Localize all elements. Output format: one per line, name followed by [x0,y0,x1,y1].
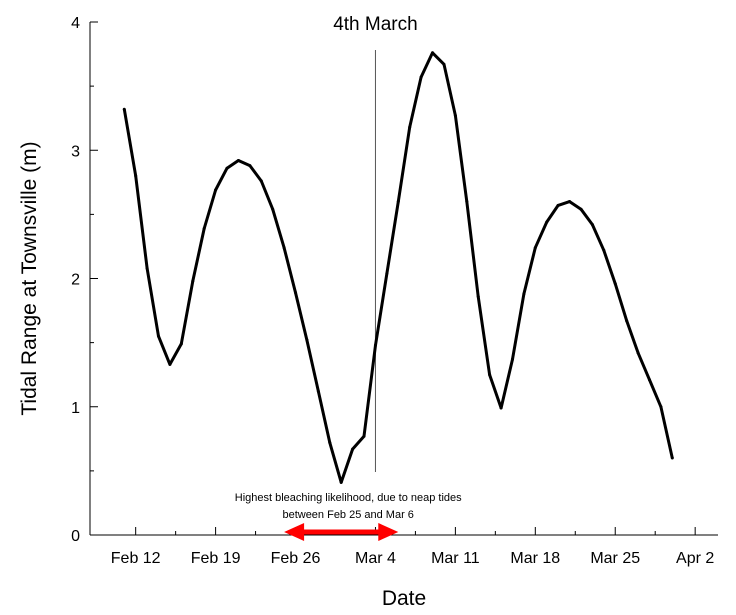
data-point [316,389,320,393]
data-point [351,447,355,451]
x-axis-label: Date [382,587,426,610]
data-point [134,174,138,178]
x-tick-label: Apr 2 [676,550,714,567]
data-point [453,114,457,118]
x-tick-label: Feb 26 [271,550,321,567]
bleaching-range-arrow [284,523,399,541]
data-point [659,405,663,409]
y-tick-label: 3 [71,143,80,160]
data-point [488,373,492,377]
data-point [373,343,377,347]
data-point [305,338,309,342]
data-point [419,75,423,79]
data-point [179,342,183,346]
data-point [647,378,651,382]
data-point [328,441,332,445]
data-point [613,282,617,286]
data-point [294,291,298,295]
y-tick-label: 1 [71,400,80,417]
data-point [362,434,366,438]
bleaching-note-line2: between Feb 25 and Mar 6 [282,509,413,521]
data-point [282,246,286,250]
y-axis-label: Tidal Range at Townsville (m) [18,141,41,415]
series-points [122,51,674,484]
data-point [590,223,594,227]
x-axis-ticks: Feb 12 Feb 19 Feb 26 Mar 4 Mar 11 Mar 18 Mar 2… [111,527,714,567]
march-4-marker-label: 4th March [333,14,417,35]
data-point [602,248,606,252]
data-point [465,200,469,204]
data-point [510,357,514,361]
data-point [408,125,412,129]
data-point [545,220,549,224]
data-point [385,271,389,275]
data-point [271,207,275,211]
data-point [579,207,583,211]
data-point [145,266,149,270]
data-point [259,179,263,183]
axes [89,22,718,536]
data-point [556,203,560,207]
data-point [396,200,400,204]
data-point [248,164,252,168]
arrow-head-left [284,523,305,541]
y-tick-label: 4 [71,15,80,32]
data-point [157,334,161,338]
data-point [636,351,640,355]
data-point [568,200,572,204]
data-point [339,480,343,484]
data-point [522,292,526,296]
x-tick-label: Mar 11 [431,550,480,567]
data-point [476,294,480,298]
y-tick-label: 2 [71,272,80,289]
data-point [670,456,674,460]
y-axis-ticks: 0 1 2 3 4 [71,15,98,545]
x-tick-label: Feb 12 [111,550,161,567]
arrow-head-right [378,523,399,541]
data-point [122,107,126,111]
x-tick-label: Mar 25 [590,550,640,567]
data-point [202,226,206,230]
data-point [533,246,537,250]
data-point [431,51,435,55]
data-point [236,159,240,163]
x-tick-label: Mar 18 [510,550,560,567]
data-point [499,406,503,410]
data-point [214,188,218,192]
tidal-range-line [122,51,674,484]
bleaching-note-line1: Highest bleaching likelihood, due to nea… [235,492,462,504]
data-point [442,62,446,66]
data-point [168,362,172,366]
data-point [225,166,229,170]
data-point [625,319,629,323]
data-point [191,279,195,283]
x-tick-label: Feb 19 [191,550,241,567]
y-tick-label: 0 [71,528,80,545]
x-tick-label: Mar 4 [355,550,396,567]
